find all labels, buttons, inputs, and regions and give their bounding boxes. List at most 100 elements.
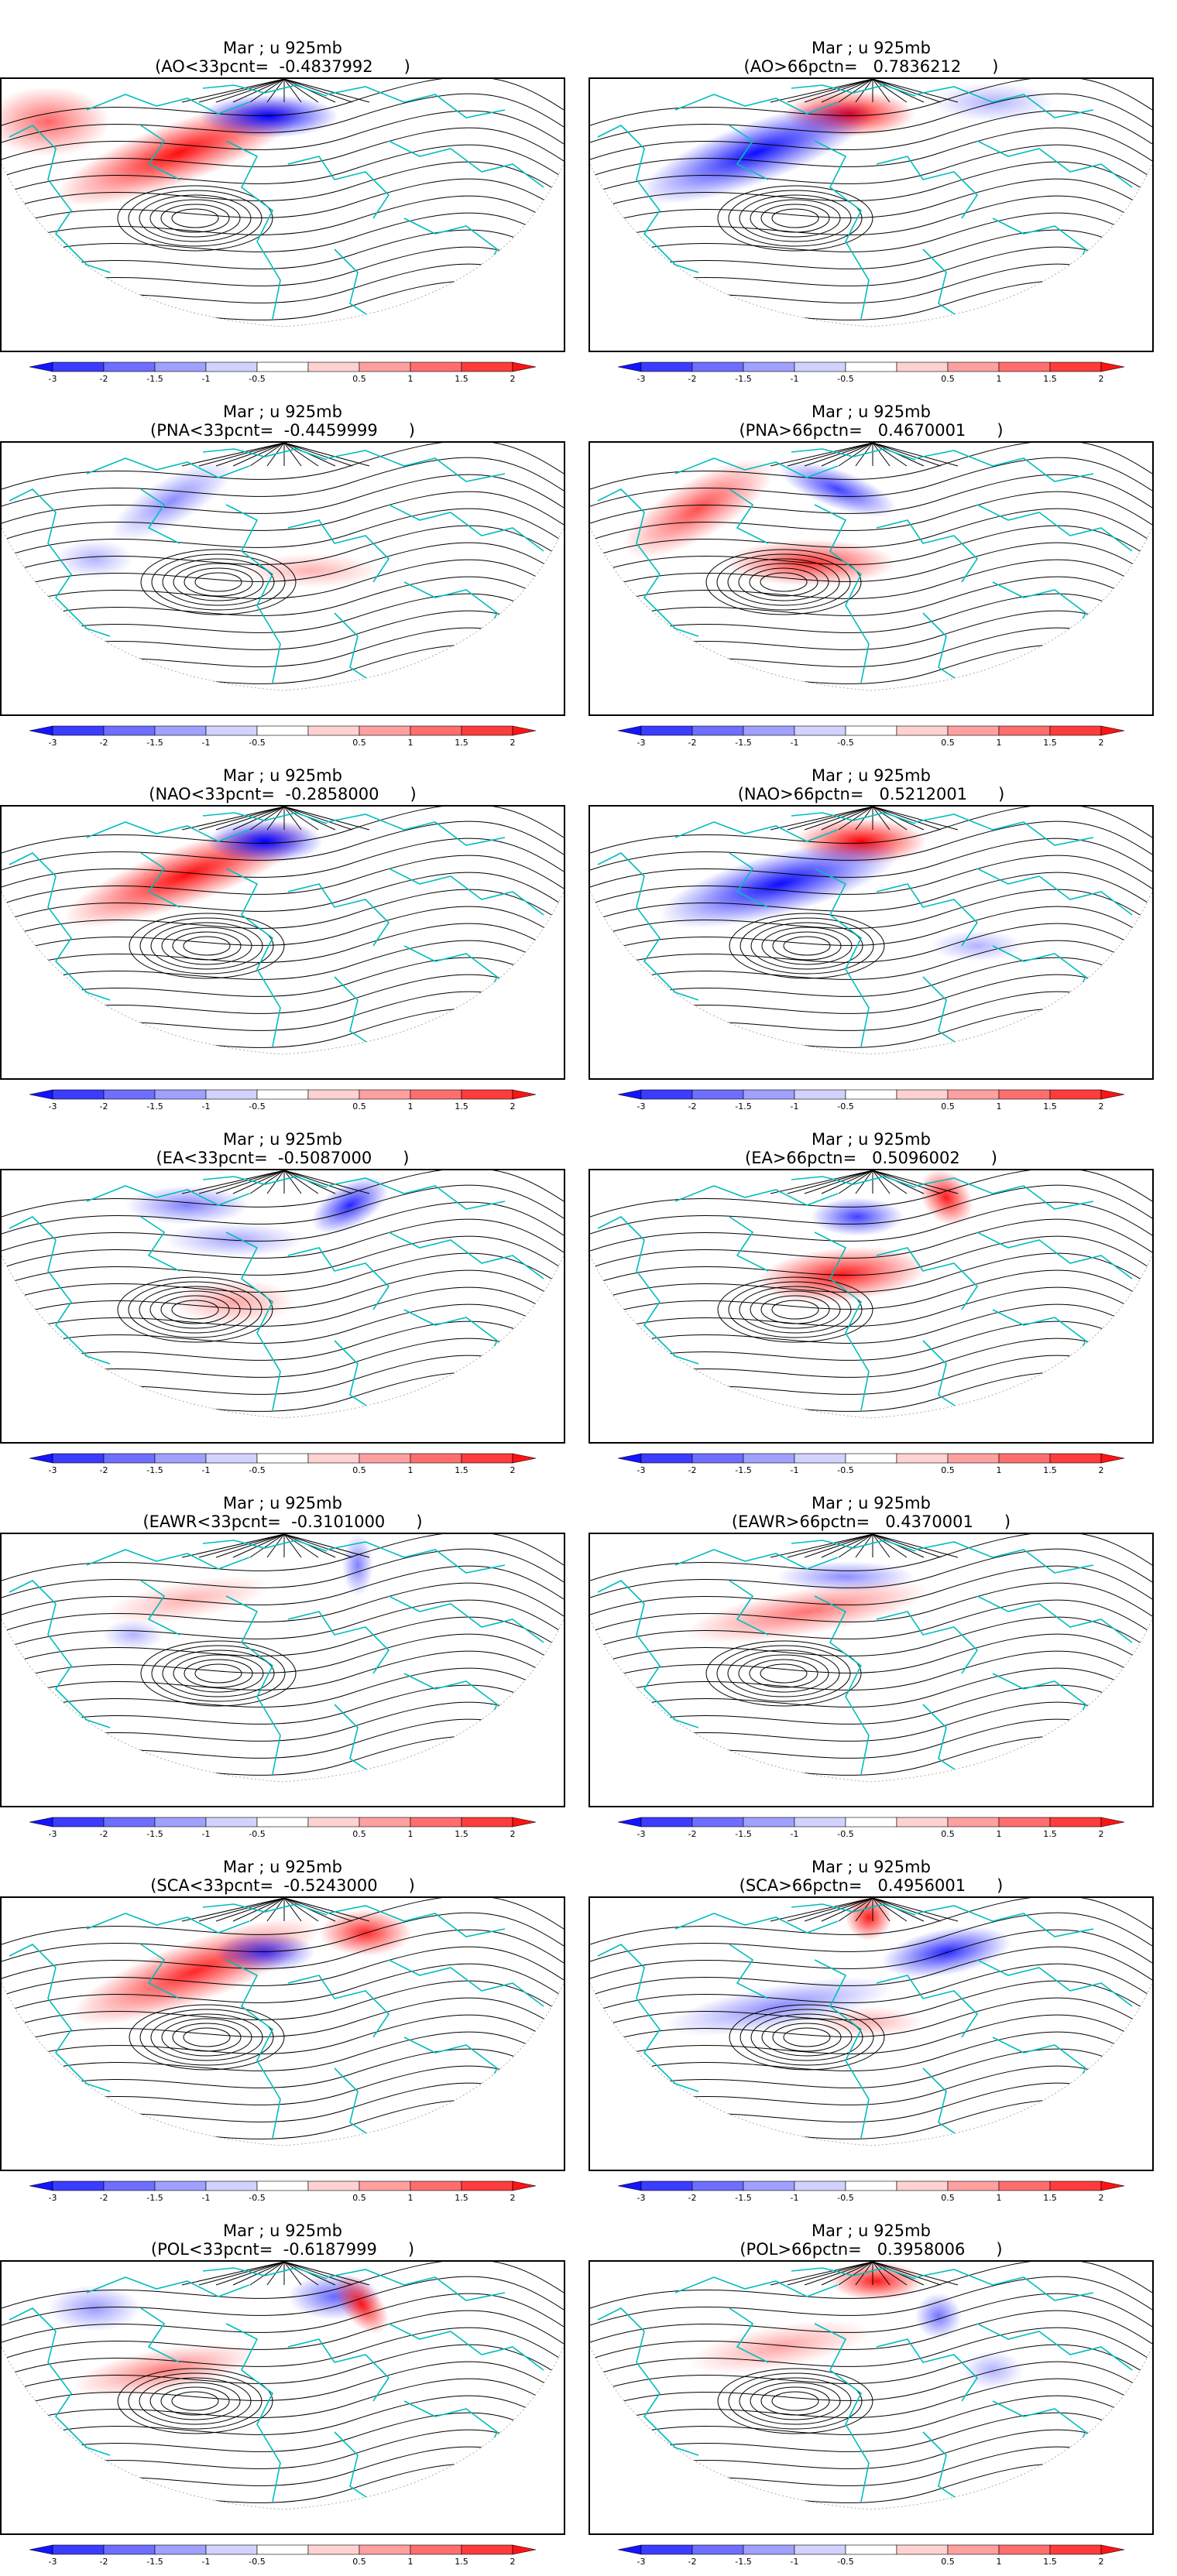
colorbar-segment: [461, 2180, 513, 2191]
colorbar-tick-label: 0.5: [352, 2557, 366, 2567]
colorbar-tick-label: 1.5: [455, 1465, 468, 1475]
colorbar-tick-label: 0.5: [352, 2193, 366, 2203]
colorbar-segment: [461, 725, 513, 736]
colorbar-segment: [998, 1453, 1051, 1464]
coastlines: [597, 1903, 1133, 2139]
colorbar-tick-label: 1.5: [455, 1101, 468, 1112]
colorbar-segment: [256, 2180, 309, 2191]
colorbar-tick-label: -2: [688, 1465, 697, 1475]
colorbar-segment: [103, 1453, 156, 1464]
colorbar: -3-2-1.5-1-0.50.511.523: [29, 361, 537, 384]
map-frame: [0, 805, 565, 1080]
map-frame: [588, 805, 1154, 1080]
colorbar-segment: [896, 1453, 949, 1464]
colorbar-segment: [307, 2180, 360, 2191]
colorbar-segment: [1049, 725, 1102, 736]
colorbar-tick-label: -0.5: [249, 1101, 265, 1112]
colorbar-tick-label: 1: [997, 374, 1002, 384]
colorbar-segment: [845, 1817, 897, 1828]
colorbar: -3-2-1.5-1-0.50.511.523: [618, 1089, 1125, 1112]
colorbar-segment: [998, 725, 1051, 736]
panel-subtitle: (EAWR>66pctn= 0.4370001 ): [731, 1512, 1011, 1531]
panel-title: Mar ; u 925mb: [812, 766, 931, 785]
colorbar-tick-label: -1: [202, 2557, 211, 2567]
anomaly-shading: [640, 83, 1055, 204]
colorbar-tick-label: -3: [49, 738, 57, 748]
colorbar-tick-label: 0.5: [941, 1829, 955, 1839]
polar-map: [590, 79, 1152, 327]
colorbar-segment: [154, 361, 207, 372]
colorbar-segment: [461, 361, 513, 372]
colorbar-tick-label: 1: [408, 2193, 413, 2203]
anomaly-shading: [56, 461, 381, 587]
colorbar-segment: [998, 2180, 1051, 2191]
colorbar-segment: [410, 725, 462, 736]
colorbar-tick-label: 1.5: [1043, 1829, 1057, 1839]
anomaly-shading: [685, 1561, 929, 1643]
colorbar-tick-label: 2: [1099, 2193, 1104, 2203]
colorbar-segment: [845, 1453, 897, 1464]
anomaly-shading: [665, 1898, 1011, 2037]
colorbar-tick-label: 1.5: [1043, 1101, 1057, 1112]
colorbar-tick-label: -2: [100, 1829, 108, 1839]
colorbar-segment: [410, 1453, 462, 1464]
colorbar-segment: [845, 1089, 897, 1100]
colorbar-tick-label: -3: [637, 1101, 646, 1112]
colorbar-tick-label: -2: [688, 2557, 697, 2567]
colorbar-tick-label: 1: [408, 2557, 413, 2567]
map-frame: [588, 1533, 1154, 1807]
colorbar-tick-label: -2: [100, 2193, 108, 2203]
colorbar-tick-label: -1: [791, 374, 799, 384]
colorbar-tick-label: 1.5: [455, 2557, 468, 2567]
polar-map: [2, 79, 564, 327]
colorbar-segment: [359, 725, 411, 736]
map-panel: Mar ; u 925mb (EAWR>66pctn= 0.4370001 ) -3…: [588, 1488, 1154, 1848]
colorbar-segment: [743, 725, 795, 736]
polar-map: [590, 1898, 1152, 2146]
anomaly-shading: [125, 1177, 389, 1325]
colorbar-segment: [256, 1817, 309, 1828]
colorbar: -3-2-1.5-1-0.50.511.523: [29, 1089, 537, 1112]
map-frame: [588, 441, 1154, 716]
streamlines: [590, 2262, 1152, 2509]
colorbar-tick-label: 1.5: [1043, 738, 1057, 748]
panel-title: Mar ; u 925mb: [812, 2221, 931, 2240]
colorbar-segment: [947, 2180, 1000, 2191]
colorbar-segment: [947, 1817, 1000, 1828]
colorbar-tick-label: 1: [997, 1101, 1002, 1112]
map-frame: [0, 1533, 565, 1807]
colorbar-tick-label: -1.5: [735, 2557, 751, 2567]
colorbar-tick-label: -3: [49, 374, 57, 384]
polar-map: [2, 1898, 564, 2146]
colorbar-tick-label: -0.5: [249, 738, 265, 748]
colorbar-segment: [896, 2180, 949, 2191]
colorbar-segment: [794, 361, 846, 372]
map-panel: Mar ; u 925mb (EA<33pcnt= -0.5087000 ) -3 -…: [0, 1124, 565, 1485]
map-panel: Mar ; u 925mb (SCA<33pcnt= -0.5243000 ) -3…: [0, 1852, 565, 2212]
colorbar-tick-label: 1.5: [455, 738, 468, 748]
colorbar-segment: [205, 2180, 258, 2191]
colorbar-segment: [691, 1817, 744, 1828]
colorbar-tick-label: -1.5: [735, 2193, 751, 2203]
map-panel: Mar ; u 925mb (PNA>66pctn= 0.4670001 ) -3 -…: [588, 396, 1154, 757]
map-frame: [588, 1896, 1154, 2171]
colorbar-tick-label: -2: [688, 2193, 697, 2203]
colorbar-tick-label: 2: [510, 1465, 516, 1475]
colorbar-tick-label: -0.5: [837, 374, 853, 384]
panel-subtitle: (AO<33pcnt= -0.4837992 ): [155, 57, 410, 76]
colorbar-tick-label: -1.5: [735, 1101, 751, 1112]
coastlines: [597, 84, 1133, 320]
colorbar-segment: [410, 361, 462, 372]
colorbar-segment: [998, 1817, 1051, 1828]
colorbar-tick-label: -1.5: [735, 1465, 751, 1475]
colorbar-tick-label: -1.5: [146, 2557, 163, 2567]
colorbar-segment: [845, 361, 897, 372]
colorbar-segment: [307, 361, 360, 372]
colorbar-segment: [256, 1089, 309, 1100]
colorbar-tick-label: -2: [100, 374, 108, 384]
colorbar-segment: [743, 1817, 795, 1828]
colorbar-tick-label: -1: [202, 1829, 211, 1839]
colorbar-segment: [52, 1089, 105, 1100]
colorbar-segment: [1049, 1089, 1102, 1100]
colorbar-tick-label: -1: [202, 2193, 211, 2203]
